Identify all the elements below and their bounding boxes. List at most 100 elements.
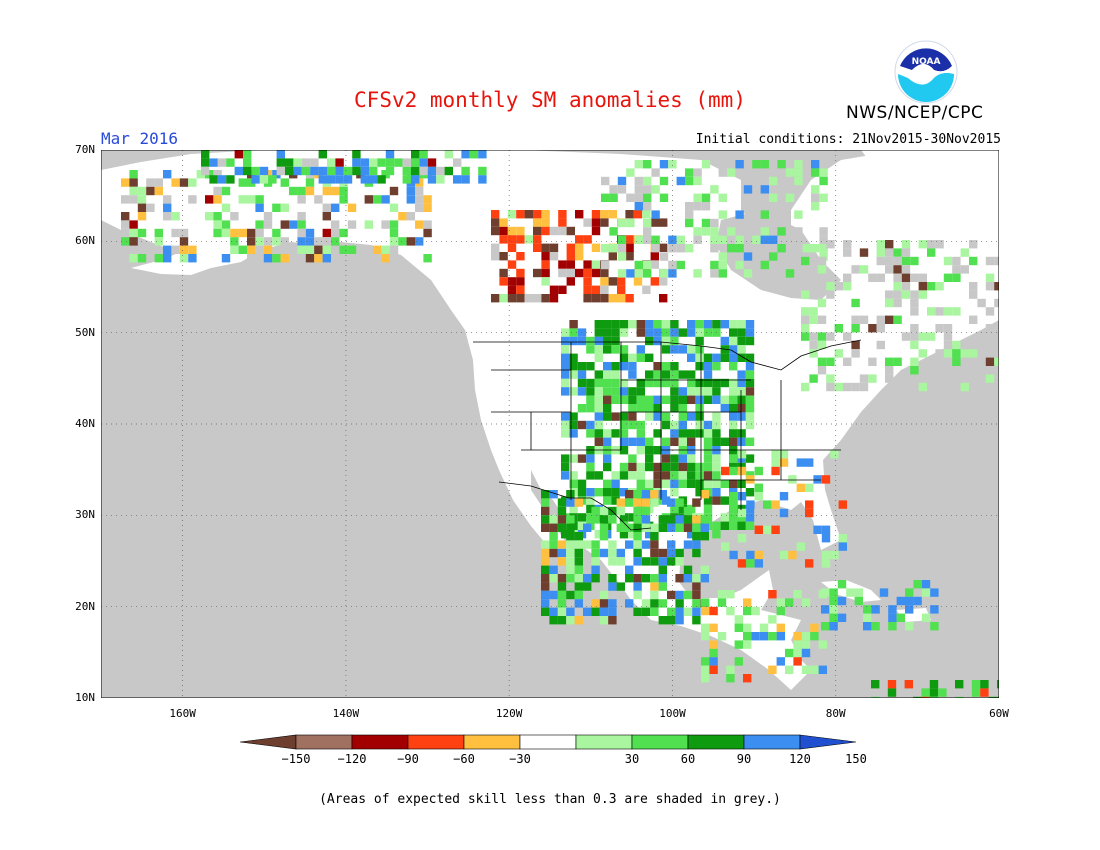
anomaly-cell (726, 606, 735, 616)
anomaly-cell (668, 160, 677, 169)
anomaly-cell (817, 366, 827, 375)
anomaly-cell (603, 412, 612, 421)
anomaly-cell (921, 613, 931, 622)
anomaly-cell (221, 186, 231, 196)
anomaly-cell (586, 362, 595, 371)
anomaly-cell (594, 320, 603, 329)
anomaly-cell (692, 540, 701, 549)
anomaly-cell (628, 362, 637, 371)
anomaly-cell (685, 168, 694, 177)
anomaly-cell (734, 640, 743, 649)
anomaly-cell (491, 294, 500, 303)
anomaly-cell (687, 530, 696, 539)
anomaly-cell (327, 158, 336, 167)
anomaly-cell (561, 328, 570, 337)
anomaly-cell (634, 235, 643, 244)
anomaly-cell (381, 170, 390, 179)
anomaly-cell (179, 237, 189, 246)
anomaly-cell (712, 496, 721, 505)
anomaly-cell (695, 471, 704, 480)
anomaly-cell (910, 382, 919, 392)
anomaly-cell (885, 256, 894, 266)
anomaly-cell (634, 269, 643, 278)
anomaly-cell (703, 370, 713, 379)
anomaly-cell (821, 550, 831, 560)
anomaly-cell (692, 616, 701, 625)
state-lines (491, 342, 841, 510)
anomaly-cell (868, 374, 877, 383)
anomaly-cell (960, 248, 969, 257)
anomaly-cell (601, 244, 610, 253)
anomaly-cell (658, 616, 667, 625)
anomaly-cell (423, 228, 432, 238)
anomaly-cell (777, 160, 786, 169)
anomaly-cell (771, 458, 780, 467)
anomaly-cell (670, 370, 679, 379)
anomaly-cell (611, 496, 620, 505)
anomaly-cell (603, 345, 612, 354)
anomaly-cell (577, 479, 587, 488)
anomaly-cell (322, 254, 331, 263)
anomaly-cell (575, 235, 584, 244)
anomaly-cell (541, 599, 550, 608)
anomaly-cell (876, 273, 885, 282)
anomaly-cell (701, 193, 711, 202)
anomaly-cell (541, 498, 550, 507)
anomaly-cell (499, 252, 508, 261)
anomaly-cell (729, 504, 738, 514)
anomaly-cell (718, 210, 727, 219)
anomaly-cell (913, 696, 922, 698)
anomaly-cell (651, 210, 660, 219)
anomaly-cell (834, 324, 843, 333)
anomaly-cell (678, 395, 687, 404)
anomaly-cell (645, 412, 654, 421)
anomaly-cell (726, 590, 735, 599)
anomaly-cell (343, 175, 353, 184)
anomaly-cell (687, 353, 696, 362)
anomaly-cell (633, 607, 642, 616)
anomaly-cell (859, 265, 869, 274)
anomaly-cell (776, 632, 785, 641)
anomaly-cell (801, 307, 810, 316)
anomaly-cell (667, 590, 676, 600)
anomaly-cell (586, 496, 595, 505)
anomaly-cell (221, 228, 231, 238)
anomaly-cell (734, 615, 743, 624)
anomaly-cell (574, 498, 583, 507)
anomaly-cell (339, 186, 348, 196)
anomaly-cell (364, 195, 373, 204)
anomaly-cell (221, 254, 231, 263)
anomaly-cell (591, 607, 600, 616)
anomaly-cell (777, 244, 786, 253)
anomaly-cell (603, 395, 612, 404)
anomaly-cell (577, 521, 587, 530)
latitude-label: 70N (75, 143, 95, 156)
anomaly-cell (700, 490, 709, 499)
anomaly-cell (879, 588, 889, 597)
anomaly-cell (586, 429, 595, 438)
anomaly-cell (591, 574, 600, 583)
anomaly-cell (650, 599, 659, 608)
anomaly-cell (743, 623, 752, 632)
anomaly-cell (659, 193, 669, 202)
anomaly-cell (650, 532, 659, 541)
anomaly-cell (373, 245, 382, 254)
anomaly-cell (670, 345, 679, 354)
anomaly-cell (217, 175, 227, 184)
anomaly-cell (385, 158, 395, 167)
anomaly-cell (569, 420, 578, 430)
anomaly-cell (600, 210, 609, 219)
anomaly-cell (577, 404, 587, 413)
anomaly-cell (821, 605, 830, 614)
anomaly-cell (910, 307, 919, 316)
anomaly-cell (653, 395, 662, 404)
anomaly-cell (626, 168, 635, 177)
anomaly-cell (718, 168, 727, 177)
anomaly-cell (163, 254, 172, 263)
anomaly-cell (628, 370, 637, 379)
anomaly-cell (921, 588, 931, 597)
anomaly-cell (516, 226, 525, 236)
anomaly-cell (591, 565, 600, 574)
anomaly-cell (608, 277, 617, 286)
anomaly-cell (549, 565, 558, 574)
